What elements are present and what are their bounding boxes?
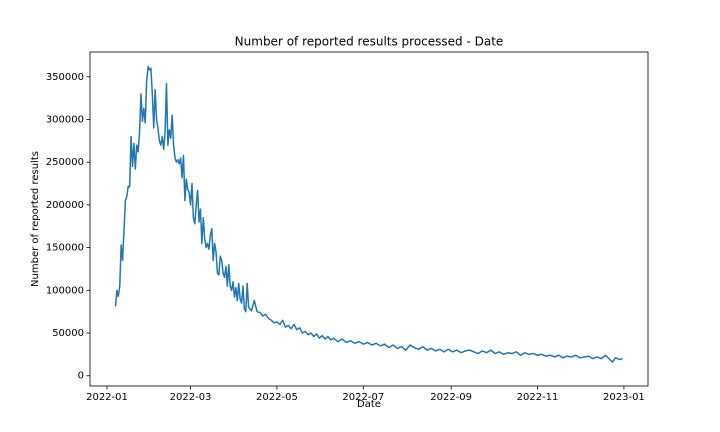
data-line bbox=[114, 65, 623, 363]
plot-frame bbox=[89, 51, 649, 387]
y-tick-label: 150000 bbox=[46, 243, 84, 254]
x-tick-label: 2023-01 bbox=[603, 392, 645, 403]
x-tick-label: 2022-11 bbox=[517, 392, 559, 403]
x-tick-label: 2022-03 bbox=[170, 392, 212, 403]
y-tick-label: 50000 bbox=[52, 328, 84, 339]
y-tick-label: 250000 bbox=[46, 157, 84, 168]
chart-title: Number of reported results processed - D… bbox=[235, 35, 504, 49]
y-tick-label: 100000 bbox=[46, 285, 84, 296]
x-axis-label: Date bbox=[357, 399, 381, 410]
x-tick-label: 2022-05 bbox=[256, 392, 298, 403]
x-tick-label: 2022-01 bbox=[86, 392, 128, 403]
x-tick-label: 2022-07 bbox=[342, 392, 384, 403]
y-tick-label: 200000 bbox=[46, 200, 84, 211]
y-tick-label: 300000 bbox=[46, 114, 84, 125]
x-tick-label: 2022-09 bbox=[430, 392, 472, 403]
y-axis-label: Number of reported results bbox=[30, 151, 41, 287]
y-tick-label: 350000 bbox=[46, 72, 84, 83]
y-tick-label: 0 bbox=[78, 371, 84, 382]
